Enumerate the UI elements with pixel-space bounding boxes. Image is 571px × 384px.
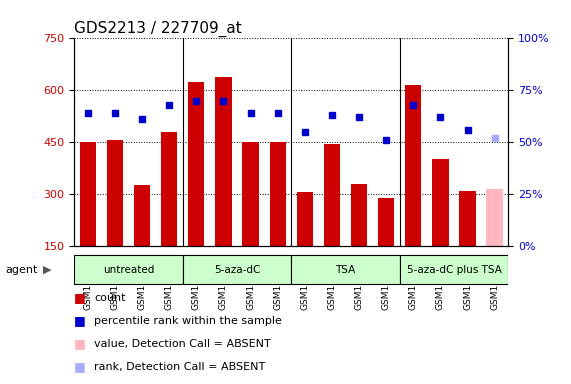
Text: TSA: TSA <box>335 265 356 275</box>
Bar <box>183 255 291 285</box>
Bar <box>291 255 400 285</box>
Bar <box>324 144 340 246</box>
Text: value, Detection Call = ABSENT: value, Detection Call = ABSENT <box>94 339 271 349</box>
Bar <box>378 199 394 246</box>
Bar <box>107 140 123 246</box>
Bar <box>188 82 204 246</box>
Bar <box>74 255 183 285</box>
Bar <box>134 185 150 246</box>
Text: 5-aza-dC: 5-aza-dC <box>214 265 260 275</box>
Bar <box>80 142 96 246</box>
Bar <box>270 142 286 246</box>
Text: ■: ■ <box>74 337 86 350</box>
Text: GDS2213 / 227709_at: GDS2213 / 227709_at <box>74 21 242 37</box>
Text: percentile rank within the sample: percentile rank within the sample <box>94 316 282 326</box>
Bar <box>297 192 313 246</box>
Bar <box>215 77 232 246</box>
Bar <box>242 142 259 246</box>
Text: agent: agent <box>6 265 38 275</box>
Bar <box>432 159 449 246</box>
Text: ▶: ▶ <box>43 265 51 275</box>
Bar <box>405 85 421 246</box>
Text: ■: ■ <box>74 360 86 373</box>
Bar <box>400 255 508 285</box>
Bar <box>161 132 177 246</box>
Text: untreated: untreated <box>103 265 154 275</box>
Text: 5-aza-dC plus TSA: 5-aza-dC plus TSA <box>407 265 501 275</box>
Text: ■: ■ <box>74 291 86 304</box>
Text: rank, Detection Call = ABSENT: rank, Detection Call = ABSENT <box>94 362 266 372</box>
Text: count: count <box>94 293 126 303</box>
Bar <box>351 184 367 246</box>
Text: ■: ■ <box>74 314 86 327</box>
Bar <box>459 191 476 246</box>
Bar <box>486 189 502 246</box>
